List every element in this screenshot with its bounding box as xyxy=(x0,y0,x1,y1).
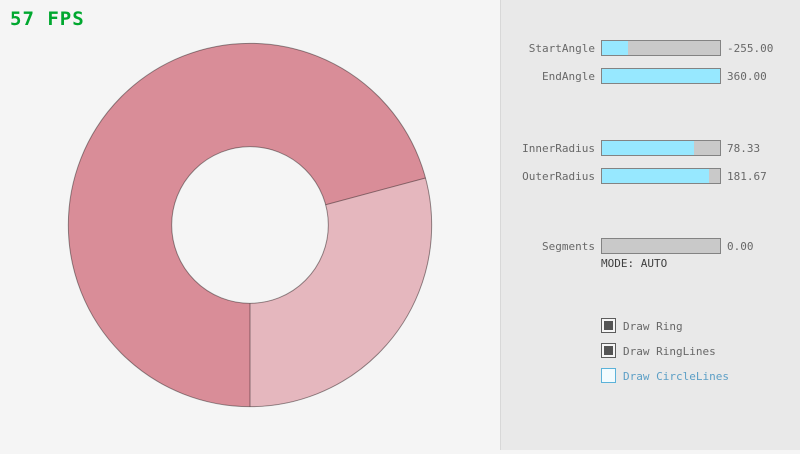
outerradius-label: OuterRadius xyxy=(522,170,595,183)
endangle-slider[interactable] xyxy=(601,68,721,84)
ring-canvas: 57 FPS xyxy=(10,8,433,408)
outerradius-slider-fill xyxy=(602,169,710,183)
startangle-value: -255.00 xyxy=(727,42,774,55)
checkbox-draw-ringlines[interactable]: Draw RingLines xyxy=(601,343,800,358)
innerradius-label: InnerRadius xyxy=(522,142,595,155)
startangle-slider-fill xyxy=(602,41,628,55)
draw-ringlines-label: Draw RingLines xyxy=(623,345,716,358)
ring-lines xyxy=(67,42,433,408)
checkbox-draw-ring[interactable]: Draw Ring xyxy=(601,318,800,333)
innerradius-value: 78.33 xyxy=(727,142,761,155)
endangle-label: EndAngle xyxy=(542,70,595,83)
innerradius-slider-fill xyxy=(602,141,695,155)
slider-row-endangle: EndAngle 360.00 xyxy=(501,68,800,84)
outerradius-slider[interactable] xyxy=(601,168,721,184)
segments-label: Segments xyxy=(542,240,595,253)
checkbox-check-mark xyxy=(604,346,613,355)
ring-single-region xyxy=(250,178,432,407)
slider-row-outerradius: OuterRadius 181.67 xyxy=(501,168,800,184)
draw-circlelines-checkbox[interactable] xyxy=(601,368,616,383)
fps-counter: 57 FPS xyxy=(10,8,85,30)
draw-ring-checkbox[interactable] xyxy=(601,318,616,333)
segments-value: 0.00 xyxy=(727,240,754,253)
draw-ring-label: Draw Ring xyxy=(623,320,683,333)
innerradius-slider[interactable] xyxy=(601,140,721,156)
slider-row-segments: Segments 0.00 xyxy=(501,238,800,254)
draw-circlelines-label: Draw CircleLines xyxy=(623,370,729,383)
ring-inner-outline xyxy=(171,146,329,304)
checkbox-check-mark xyxy=(604,321,613,330)
endangle-value: 360.00 xyxy=(727,70,767,83)
ring-cap-line-right xyxy=(325,177,426,206)
endangle-slider-fill xyxy=(602,69,720,83)
ring-figure xyxy=(67,42,433,408)
startangle-label: StartAngle xyxy=(528,42,595,55)
draw-ringlines-checkbox[interactable] xyxy=(601,343,616,358)
checkbox-draw-circlelines[interactable]: Draw CircleLines xyxy=(601,368,800,383)
segments-slider[interactable] xyxy=(601,238,721,254)
slider-row-innerradius: InnerRadius 78.33 xyxy=(501,140,800,156)
outerradius-value: 181.67 xyxy=(727,170,767,183)
control-panel: StartAngle -255.00 EndAngle 360.00 Inner… xyxy=(500,0,800,450)
startangle-slider[interactable] xyxy=(601,40,721,56)
ring-outer-outline xyxy=(67,42,433,408)
mode-indicator: MODE: AUTO xyxy=(601,257,668,270)
slider-row-startangle: StartAngle -255.00 xyxy=(501,40,800,56)
